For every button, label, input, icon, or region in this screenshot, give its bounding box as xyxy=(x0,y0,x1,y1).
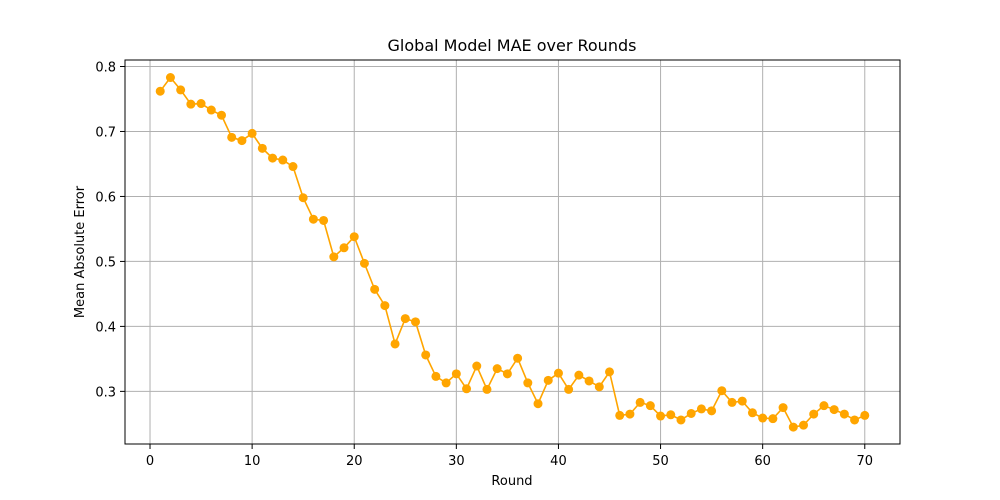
data-point xyxy=(400,314,410,324)
data-point xyxy=(227,132,237,142)
data-point xyxy=(523,378,533,388)
data-point xyxy=(860,410,870,420)
data-point xyxy=(778,403,788,413)
data-point xyxy=(533,399,543,409)
grid xyxy=(125,60,900,444)
data-point xyxy=(410,317,420,327)
data-point xyxy=(850,415,860,425)
data-point xyxy=(656,411,666,421)
data-point xyxy=(696,404,706,414)
data-point xyxy=(564,384,574,394)
data-point xyxy=(482,384,492,394)
data-point xyxy=(819,401,829,411)
data-point xyxy=(717,386,727,396)
data-point xyxy=(829,405,839,415)
x-tick-label: 30 xyxy=(448,454,465,469)
data-point xyxy=(809,409,819,419)
data-point xyxy=(237,136,247,146)
data-point xyxy=(206,105,216,115)
data-point xyxy=(329,252,339,262)
data-point xyxy=(339,243,349,253)
data-point xyxy=(278,155,288,165)
data-point xyxy=(431,371,441,381)
data-point xyxy=(268,153,278,163)
mae-line xyxy=(159,76,866,428)
data-point xyxy=(543,375,553,385)
data-point xyxy=(380,301,390,311)
data-point xyxy=(349,232,359,242)
y-tick-label: 0.5 xyxy=(95,255,116,270)
data-point xyxy=(574,370,584,380)
x-tick-label: 10 xyxy=(244,454,261,469)
data-point xyxy=(216,110,226,120)
data-point xyxy=(165,73,175,83)
x-tick-label: 70 xyxy=(856,454,873,469)
x-axis: 0 10 20 30 40 50 60 70 xyxy=(146,444,873,469)
data-point xyxy=(625,409,635,419)
data-point xyxy=(666,410,676,420)
y-tick-label: 0.4 xyxy=(95,320,116,335)
data-point xyxy=(799,420,809,430)
data-point xyxy=(462,384,472,394)
data-point xyxy=(492,364,502,374)
y-tick-label: 0.7 xyxy=(95,125,116,140)
data-point xyxy=(359,258,369,268)
data-point xyxy=(196,99,206,109)
data-point xyxy=(502,369,512,379)
data-point xyxy=(676,415,686,425)
data-point xyxy=(707,406,717,416)
y-axis-label: Mean Absolute Error xyxy=(73,185,88,318)
data-point xyxy=(186,99,196,109)
data-point xyxy=(747,408,757,418)
data-point xyxy=(553,368,563,378)
data-point xyxy=(472,361,482,371)
data-point xyxy=(788,422,798,432)
data-point xyxy=(594,382,604,392)
plot-area-frame xyxy=(124,59,901,445)
series-mae xyxy=(155,73,870,432)
x-tick-label: 20 xyxy=(346,454,363,469)
y-tick-label: 0.3 xyxy=(95,385,116,400)
data-point xyxy=(441,378,451,388)
data-point xyxy=(615,410,625,420)
data-point xyxy=(839,409,849,419)
data-point xyxy=(635,397,645,407)
y-axis: 0.3 0.4 0.5 0.6 0.7 0.8 xyxy=(95,60,125,400)
x-tick-label: 0 xyxy=(146,454,154,469)
data-point xyxy=(768,414,778,424)
chart-title: Global Model MAE over Rounds xyxy=(388,36,637,55)
y-tick-label: 0.6 xyxy=(95,190,116,205)
x-tick-label: 40 xyxy=(550,454,567,469)
data-point xyxy=(421,350,431,360)
x-axis-label: Round xyxy=(491,474,532,489)
x-tick-label: 60 xyxy=(754,454,771,469)
data-point xyxy=(584,376,594,386)
data-point xyxy=(257,143,267,153)
data-point xyxy=(605,367,615,377)
data-point xyxy=(247,128,257,138)
data-point xyxy=(513,353,523,363)
data-point xyxy=(645,401,655,411)
data-point xyxy=(737,396,747,406)
data-point xyxy=(451,369,461,379)
data-point xyxy=(758,413,768,423)
data-point xyxy=(155,86,165,96)
data-point xyxy=(308,214,318,224)
data-point xyxy=(390,339,400,349)
data-point xyxy=(298,193,308,203)
data-point xyxy=(319,215,329,225)
data-point xyxy=(727,397,737,407)
data-point xyxy=(176,85,186,95)
data-point xyxy=(370,284,380,294)
data-point xyxy=(686,408,696,418)
data-point xyxy=(288,162,298,172)
y-tick-label: 0.8 xyxy=(95,60,116,75)
x-tick-label: 50 xyxy=(652,454,669,469)
